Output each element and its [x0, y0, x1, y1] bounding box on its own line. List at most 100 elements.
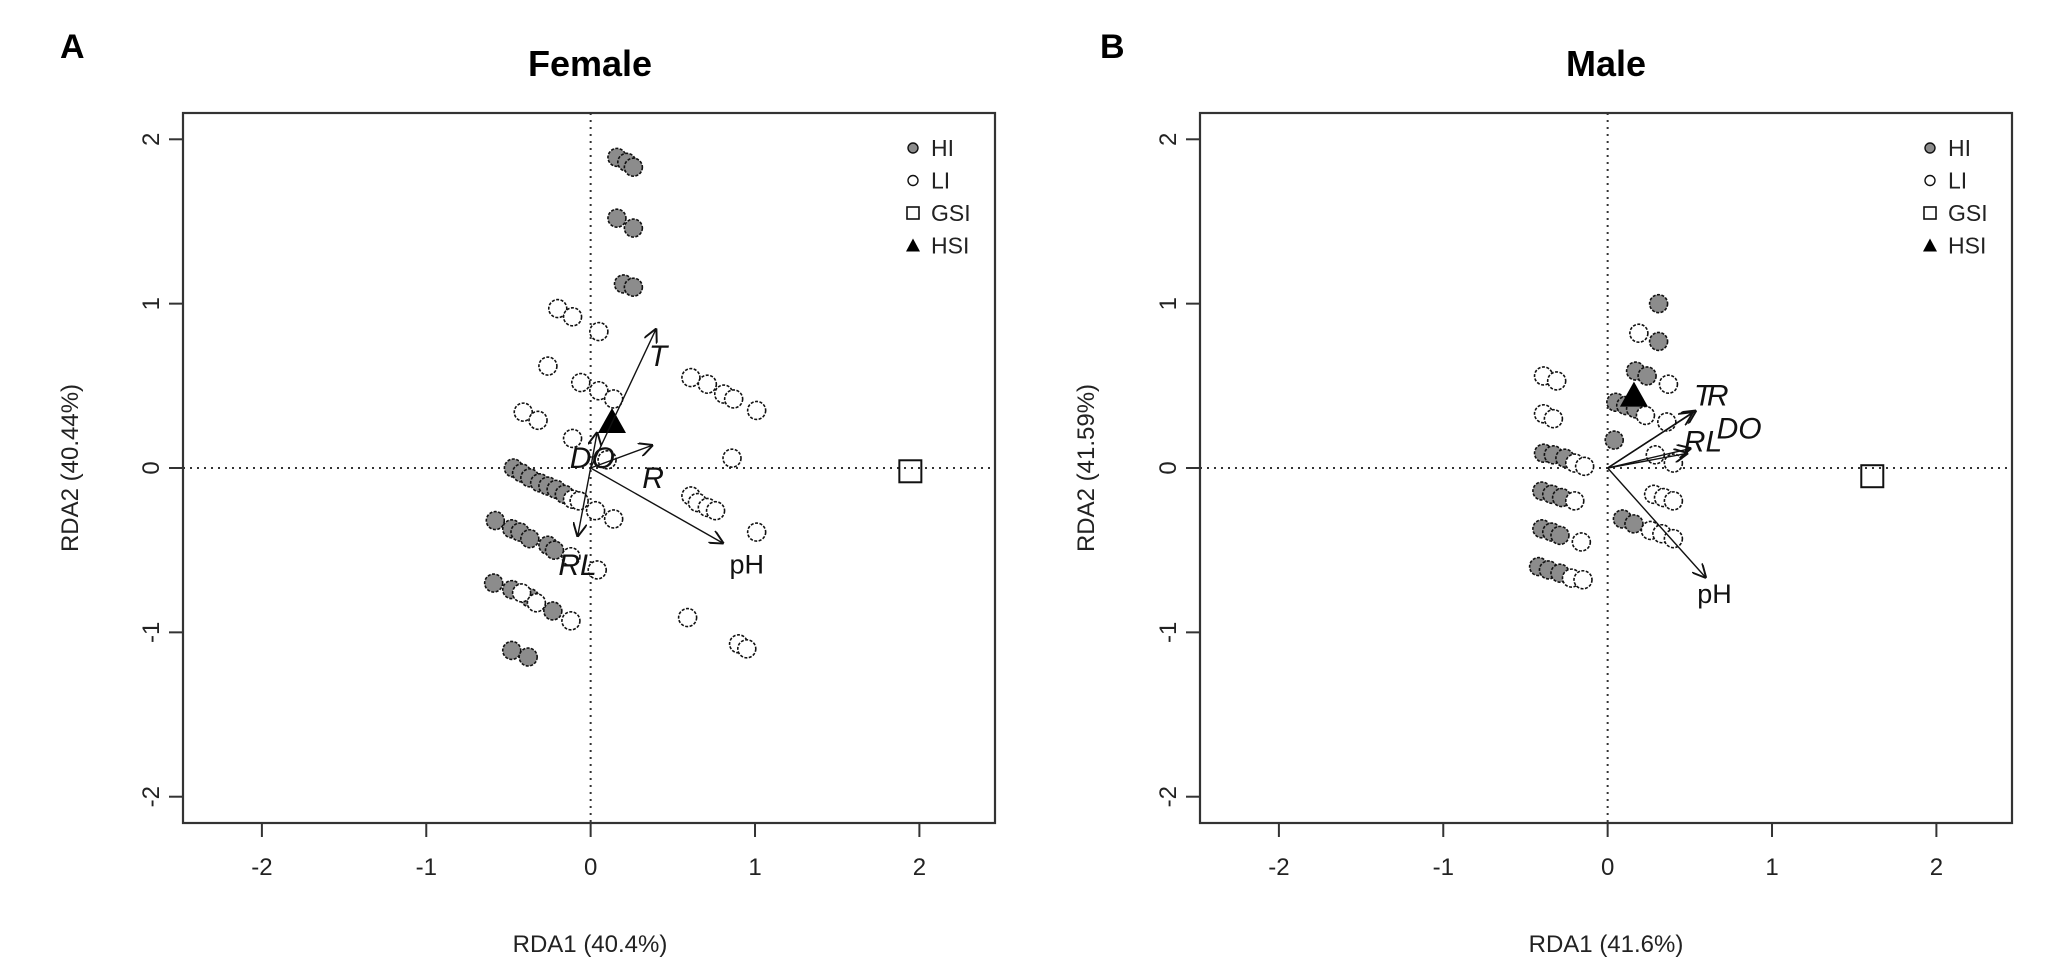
panel-female: A Female RDA1 (40.4%) RDA2 (40.44%) -2 -1… [57, 28, 997, 958]
point-hsi [598, 407, 627, 433]
point-hi [518, 647, 538, 667]
x-tick-label: 0 [1601, 854, 1614, 881]
vector-arrow-do [591, 432, 598, 469]
vector-arrow-rl [1607, 453, 1689, 469]
y-tick-label: 2 [138, 133, 165, 146]
vector-label-r: R [1707, 380, 1729, 413]
legend-item-li: LI [907, 168, 950, 194]
y-tick-label: -2 [138, 786, 165, 807]
point-li [746, 400, 767, 421]
vector-label-ph: pH [730, 549, 765, 579]
legend-marker-gsi [1923, 206, 1937, 220]
vector-label-ph: pH [1697, 579, 1732, 609]
x-tick-label: 2 [1930, 854, 1943, 881]
point-li [1635, 405, 1656, 426]
vector-arrow-ph [1607, 467, 1707, 578]
series-gsi [898, 459, 923, 484]
y-tick-label: -1 [1155, 622, 1182, 643]
point-li [561, 611, 581, 631]
series-hsi [1619, 381, 1648, 407]
series-li [1533, 323, 1684, 590]
point-hi [1637, 366, 1657, 386]
point-li [587, 560, 608, 580]
vector-label-t: T [649, 340, 670, 373]
point-li [538, 356, 558, 376]
plot-area-female: T R DO RL pH [183, 113, 995, 823]
point-li [1629, 323, 1649, 344]
point-hi [483, 573, 504, 593]
legend-marker-li [907, 174, 919, 187]
point-hi [501, 640, 522, 661]
point-li [526, 592, 547, 613]
point-li [528, 410, 548, 431]
x-tick-label: -2 [251, 854, 272, 881]
point-gsi [898, 459, 923, 484]
point-hi [543, 601, 563, 621]
legend-male: HI LI GSI HSI [1923, 135, 1988, 259]
point-hi [623, 218, 644, 238]
y-tick-label: 1 [138, 297, 165, 310]
series-hsi [598, 407, 627, 433]
y-axis-title-female: RDA2 (40.44%) [57, 384, 84, 552]
point-li [561, 546, 581, 567]
series-li [511, 298, 767, 659]
x-tick-label: -1 [416, 854, 437, 881]
y-tick-label: 0 [138, 461, 165, 474]
legend-marker-gsi [906, 206, 920, 220]
legend-item-gsi: GSI [906, 200, 971, 226]
legend-item-hsi: HSI [1923, 233, 1986, 259]
legend-item-hi: HI [907, 135, 954, 161]
point-li [1657, 412, 1677, 432]
point-hi [1648, 331, 1669, 352]
point-hi [520, 528, 540, 549]
axes-female: -2 -1 0 1 2 -2 -1 0 1 2 [138, 111, 997, 881]
vector-arrow-r [1607, 410, 1697, 469]
legend-label: HI [931, 135, 954, 161]
x-axis-title-female: RDA1 (40.4%) [513, 931, 668, 958]
x-tick-label: 0 [584, 854, 597, 881]
point-hi [544, 540, 565, 560]
x-tick-label: -1 [1433, 854, 1454, 881]
legend-marker-li [1924, 174, 1936, 187]
legend-item-gsi: GSI [1923, 200, 1988, 226]
y-tick-label: -1 [138, 622, 165, 643]
point-li [511, 583, 532, 603]
x-tick-label: 1 [748, 854, 761, 881]
vector-label-do: DO [570, 442, 615, 475]
point-li [1663, 528, 1684, 549]
x-axis-title-male: RDA1 (41.6%) [1529, 931, 1684, 958]
legend-item-hsi: HSI [906, 233, 969, 259]
plot-title-female: Female [528, 43, 652, 84]
y-axis-title-male: RDA2 (41.59%) [1073, 384, 1100, 552]
point-li [746, 522, 767, 542]
x-tick-label: 2 [913, 854, 926, 881]
point-li [589, 321, 609, 342]
point-li [562, 428, 583, 449]
point-hi [1624, 514, 1644, 534]
point-li [681, 367, 701, 388]
panel-male: B Male RDA1 (41.6%) RDA2 (41.59%) -2 -1 0 1… [1073, 28, 2014, 958]
legend-marker-hi [907, 142, 919, 154]
series-gsi [1860, 464, 1885, 489]
legend-marker-hsi [906, 238, 920, 252]
point-li [1546, 371, 1567, 391]
point-li [1564, 491, 1585, 511]
vector-arrow-r [590, 445, 653, 469]
point-li [697, 374, 718, 394]
point-li [589, 380, 609, 401]
point-hsi [1619, 381, 1648, 407]
legend-item-li: LI [1924, 168, 1967, 194]
point-hi [607, 208, 627, 228]
panel-letter-b: B [1100, 28, 1125, 66]
legend-marker-hsi [1923, 238, 1937, 252]
point-hi [1550, 525, 1570, 546]
point-li [603, 509, 624, 529]
point-li [723, 389, 744, 409]
point-li [1573, 569, 1593, 590]
point-li [585, 500, 606, 521]
legend-label: LI [931, 168, 950, 194]
y-tick-label: -2 [1155, 786, 1182, 807]
y-tick-label: 2 [1155, 133, 1182, 146]
